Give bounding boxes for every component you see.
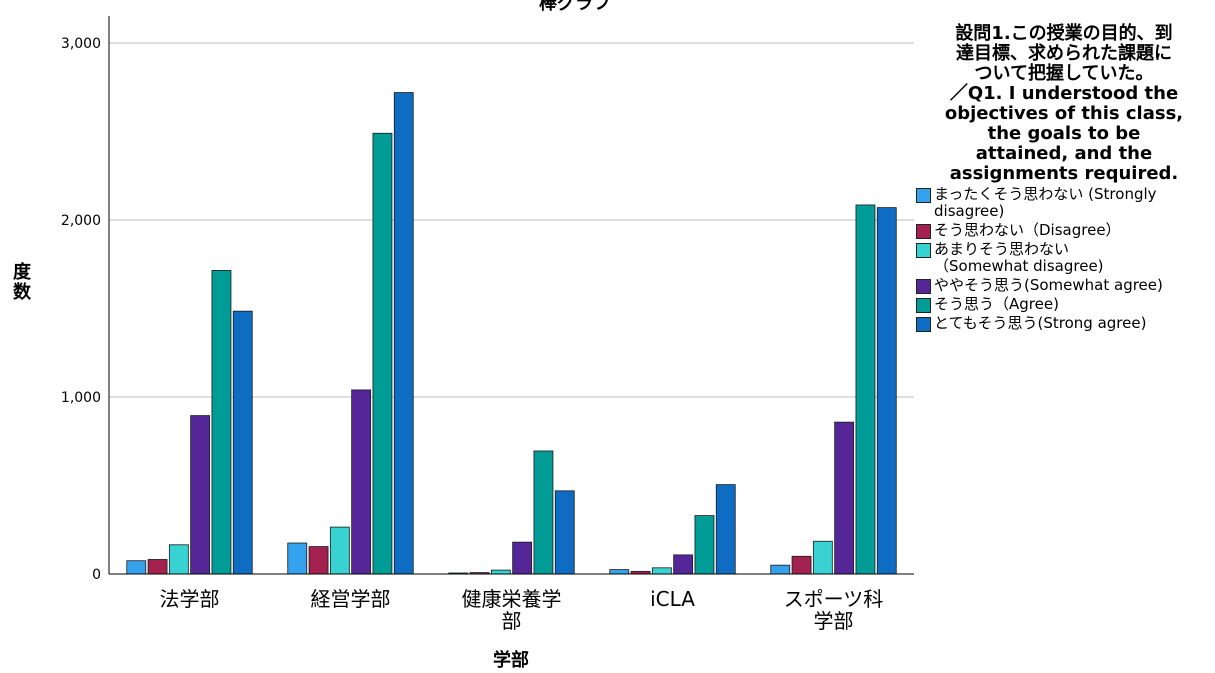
bar <box>651 567 672 575</box>
legend-title: 設問1.この授業の目的、到 達目標、求められた課題に ついて把握していた。 ／Q1. … <box>944 23 1184 184</box>
bar <box>770 564 791 575</box>
legend-item: とてもそう思う(Strong agree) <box>916 315 1212 332</box>
bar <box>232 310 253 575</box>
bar <box>211 270 232 575</box>
x-axis-tick-labels: 法学部 経営学部 健康栄養学部 iCLA スポーツ科学部 <box>160 587 884 633</box>
legend-item: ややそう思う(Somewhat agree) <box>916 277 1212 294</box>
x-tick-label: 経営学部 <box>311 587 391 611</box>
bar <box>855 204 876 575</box>
chart-title: 棒グラフ <box>539 0 611 14</box>
y-tick-label: 3,000 <box>61 36 101 52</box>
bar <box>812 540 833 575</box>
bar <box>554 490 575 575</box>
bars <box>126 92 897 575</box>
legend-swatch <box>916 224 931 239</box>
bar <box>329 526 350 575</box>
bar <box>673 554 694 575</box>
legend-swatch <box>916 279 931 294</box>
x-tick-label: iCLA <box>650 587 695 611</box>
legend-label: とてもそう思う(Strong agree) <box>934 314 1147 332</box>
legend-label: そう思わない（Disagree） <box>934 221 1121 239</box>
bar <box>834 421 855 575</box>
y-axis-tick-labels: 0 1,000 2,000 3,000 <box>61 36 101 583</box>
bar <box>351 389 372 575</box>
bar <box>147 559 168 575</box>
y-axis-title: 度数 <box>13 261 32 303</box>
y-tick-label: 2,000 <box>61 213 101 229</box>
bar <box>126 560 147 575</box>
bar <box>715 484 736 575</box>
legend-swatch <box>916 243 931 258</box>
bar <box>168 544 189 575</box>
x-tick-label: 健康栄養学部 <box>462 587 562 633</box>
legend-swatch <box>916 317 931 332</box>
legend-item: まったくそう思わない (Strongly disagree) <box>916 186 1212 220</box>
bar <box>791 555 812 575</box>
x-tick-label: スポーツ科学部 <box>784 587 884 633</box>
bar <box>490 569 511 575</box>
legend-item: そう思う（Agree) <box>916 296 1212 313</box>
legend-swatch <box>916 188 931 203</box>
y-tick-label: 1,000 <box>61 390 101 406</box>
x-tick-label: 法学部 <box>160 587 220 611</box>
bar <box>287 542 308 575</box>
legend-items: まったくそう思わない (Strongly disagree) そう思わない（Disa… <box>916 186 1212 332</box>
bar <box>609 569 630 575</box>
legend-label: ややそう思う(Somewhat agree) <box>934 276 1163 294</box>
legend-item: あまりそう思わない （Somewhat disagree) <box>916 241 1212 275</box>
bar <box>308 546 329 575</box>
bar <box>512 541 533 575</box>
bar <box>533 450 554 575</box>
bar <box>876 207 897 575</box>
bar <box>190 415 211 575</box>
bar <box>393 92 414 575</box>
legend-swatch <box>916 298 931 313</box>
legend-item: そう思わない（Disagree） <box>916 222 1212 239</box>
y-tick-label: 0 <box>92 567 101 583</box>
legend-label: あまりそう思わない （Somewhat disagree) <box>934 240 1104 275</box>
legend-label: まったくそう思わない (Strongly disagree) <box>934 185 1157 220</box>
bar <box>694 515 715 575</box>
legend-label: そう思う（Agree) <box>934 295 1059 313</box>
bar <box>372 132 393 575</box>
legend: 設問1.この授業の目的、到 達目標、求められた課題に ついて把握していた。 ／Q1. … <box>916 24 1212 334</box>
x-axis-title: 学部 <box>493 649 529 671</box>
